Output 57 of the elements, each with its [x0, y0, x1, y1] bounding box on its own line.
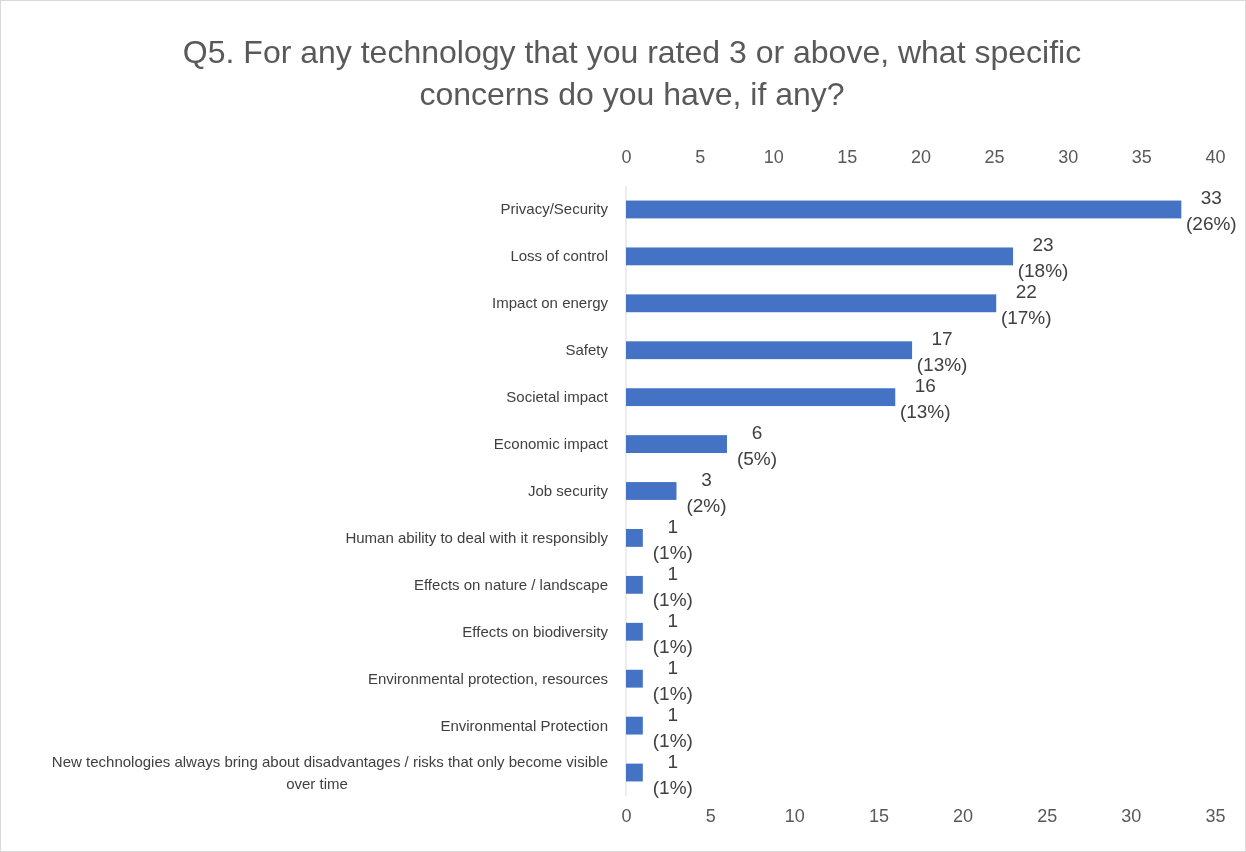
bar	[626, 482, 677, 500]
chart-title: Q5. For any technology that you rated 3 or above, what specific concerns do you have, if any?	[182, 34, 1082, 112]
x-tick-label: 35	[1205, 805, 1226, 826]
data-label: 1 (1%)	[652, 750, 693, 798]
y-tick-label: Job security	[527, 482, 609, 499]
data-label: 23 (18%)	[1017, 234, 1069, 282]
data-label: 1 (1%)	[652, 656, 693, 704]
bar	[626, 341, 913, 360]
bar	[626, 716, 643, 735]
x-tick-label: 5	[705, 805, 716, 826]
y-tick-label: Human ability to deal with it responsibly	[345, 528, 609, 546]
x-tick-label: 20	[953, 805, 974, 826]
bar	[626, 529, 643, 547]
y-tick-label: Effects on biodiversity	[462, 622, 609, 640]
bar	[626, 388, 896, 407]
x-tick-label: 15	[868, 805, 889, 826]
data-label: 3 (2%)	[686, 469, 727, 516]
x2-tick-label: 5	[695, 147, 706, 167]
x-tick-label: 30	[1121, 805, 1142, 826]
data-label: 1 (1%)	[652, 609, 693, 657]
bar	[626, 763, 643, 782]
bar	[626, 294, 997, 313]
x-tick-label: 25	[1037, 805, 1058, 826]
data-label: 16 (13%)	[899, 375, 951, 423]
x2-tick-label: 20	[910, 147, 932, 167]
y-tick-label: Impact on energy	[492, 294, 609, 312]
bar	[626, 669, 643, 688]
y-tick-label: Safety	[565, 341, 609, 359]
data-label: 1 (1%)	[652, 515, 693, 563]
bar	[626, 575, 643, 594]
data-label: 6 (5%)	[736, 422, 778, 470]
x-tick-label: 0	[621, 805, 632, 826]
y-tick-label: Privacy/Security	[500, 200, 609, 218]
y-tick-label: Environmental protection, resources	[367, 669, 608, 687]
x-tick-label: 10	[784, 805, 805, 826]
bar	[626, 435, 727, 453]
data-label: 17 (13%)	[916, 328, 968, 376]
y-tick-label: Economic impact	[493, 435, 609, 453]
data-label: 22 (17%)	[1000, 281, 1052, 329]
x2-tick-label: 25	[984, 147, 1005, 167]
bar	[626, 622, 643, 641]
y-tick-label: Environmental Protection	[440, 716, 608, 734]
data-label: 33 (26%)	[1186, 187, 1237, 235]
y-tick-label: New technologies always bring about disadvantages / risks that only become visible over time	[51, 752, 608, 792]
bar	[626, 200, 1182, 219]
bar	[626, 247, 1014, 266]
x2-tick-label: 40	[1205, 147, 1226, 167]
x2-tick-label: 30	[1058, 147, 1079, 167]
data-label: 1 (1%)	[652, 562, 693, 610]
y-tick-label: Effects on nature / landscape	[413, 575, 608, 593]
data-label: 1 (1%)	[652, 703, 693, 751]
x2-tick-label: 10	[763, 147, 784, 167]
x2-tick-label: 15	[837, 147, 858, 167]
x2-tick-label: 35	[1131, 147, 1152, 167]
x2-tick-label: 0	[621, 147, 632, 167]
y-tick-label: Societal impact	[506, 388, 609, 406]
y-tick-label: Loss of control	[510, 247, 608, 265]
